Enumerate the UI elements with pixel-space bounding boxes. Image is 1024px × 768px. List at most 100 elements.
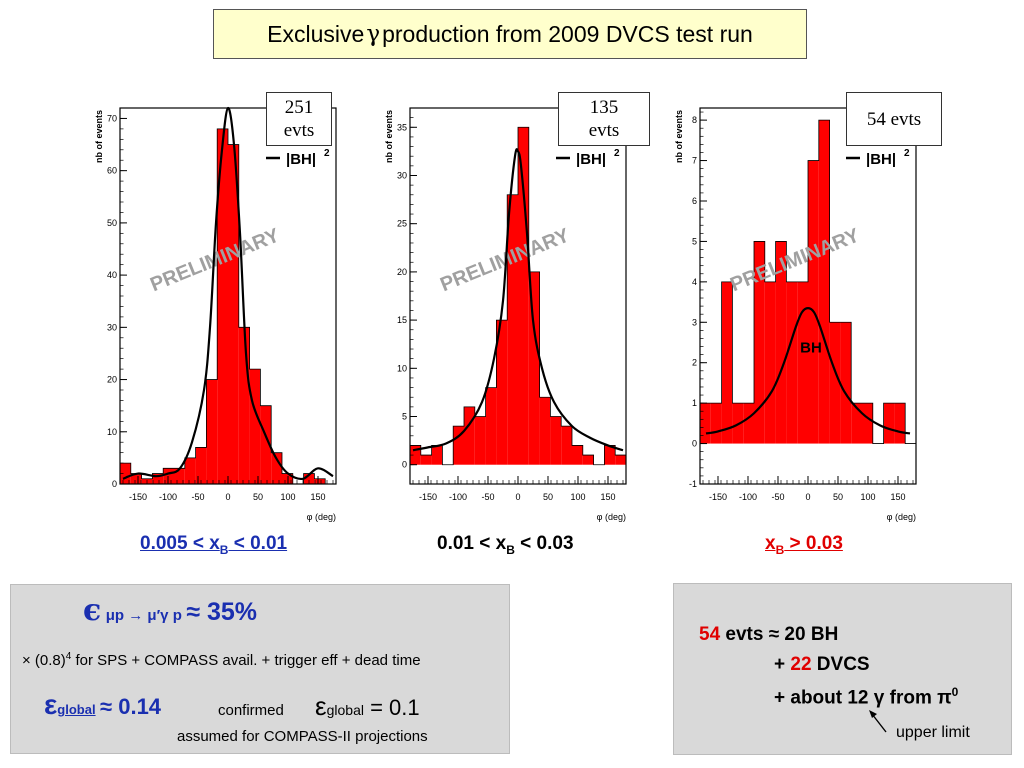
histogram-bar xyxy=(615,455,626,465)
range-label-high-xb: xB > 0.03 xyxy=(765,533,843,557)
histogram-bar xyxy=(120,463,131,484)
y-tick-label: 10 xyxy=(107,427,117,437)
histogram-bar xyxy=(818,120,830,444)
eps-global-symbol: ε xyxy=(44,689,58,720)
eps-global2-line: εglobal = 0.1 xyxy=(315,691,420,722)
y-tick-label: 1 xyxy=(692,398,697,408)
range-sub: B xyxy=(775,542,785,557)
histogram-bar xyxy=(572,445,583,465)
histogram-bar xyxy=(249,369,261,484)
range-pre: 0.005 < x xyxy=(140,533,220,554)
eps-main-value: ≈ 35% xyxy=(186,598,258,626)
bh-curve-label: BH xyxy=(800,340,822,357)
y-tick-label: 2 xyxy=(692,358,697,368)
histogram-bar xyxy=(152,473,164,484)
pi0-charge: 0 xyxy=(951,685,959,699)
x-tick-label: -50 xyxy=(191,492,204,502)
histogram-bar xyxy=(420,455,432,465)
upper-limit-arrow xyxy=(869,710,887,733)
y-axis-title: nb of events xyxy=(94,110,104,163)
y-tick-label: -1 xyxy=(689,479,697,489)
histogram-bar xyxy=(282,473,293,484)
y-tick-label: 70 xyxy=(107,113,117,123)
y-tick-label: 4 xyxy=(692,277,697,287)
histogram-bar xyxy=(743,403,754,444)
x-tick-label: -100 xyxy=(159,492,177,502)
total-events: 54 xyxy=(699,624,721,645)
histogram-bar xyxy=(883,403,895,444)
histogram-outline xyxy=(409,126,627,466)
eps-main-line: ϵ μp → μ′γ p ≈ 35% xyxy=(83,593,257,628)
y-tick-label: 10 xyxy=(397,363,407,373)
x-axis-title: φ (deg) xyxy=(887,512,916,522)
range-label-low-xb: 0.005 < xB < 0.01 xyxy=(140,533,287,557)
x-tick-label: 100 xyxy=(570,492,585,502)
histogram-bar xyxy=(721,281,733,444)
x-tick-label: 50 xyxy=(253,492,263,502)
range-post: < 0.03 xyxy=(514,533,574,554)
histogram-bar xyxy=(228,144,239,485)
histogram-bar xyxy=(485,387,497,465)
event-breakdown-panel: 54 evts ≈ 20 BH + 22 DVCS + about 12 γ f… xyxy=(673,583,1012,755)
histogram-bar xyxy=(217,128,228,484)
histogram-bar xyxy=(496,320,508,465)
plus-sign: + xyxy=(774,654,791,675)
histogram-bar xyxy=(808,160,819,444)
y-tick-label: 35 xyxy=(397,122,407,132)
histogram-bar xyxy=(710,403,722,444)
assumed-label: assumed for COMPASS-II projections xyxy=(177,728,428,745)
x-tick-label: -150 xyxy=(419,492,437,502)
range-sub: B xyxy=(219,542,229,557)
y-tick-label: 50 xyxy=(107,218,117,228)
confirmed-label: confirmed xyxy=(218,702,284,719)
y-tick-label: 60 xyxy=(107,166,117,176)
histogram-bar xyxy=(431,445,443,465)
histogram-bar xyxy=(174,468,185,484)
eps-global-line: εglobal ≈ 0.14 xyxy=(44,689,161,721)
histogram-bar xyxy=(474,416,486,465)
histogram-bar xyxy=(206,379,218,484)
y-tick-label: 15 xyxy=(397,315,407,325)
histogram-bar xyxy=(518,127,529,465)
range-pre: x xyxy=(765,533,776,554)
events-box-mid-xb: 135 evts xyxy=(558,92,650,146)
title-prefix: Exclusive xyxy=(267,20,365,47)
histogram-bar xyxy=(764,281,776,444)
y-tick-label: 8 xyxy=(692,115,697,125)
eps-global2-subscript: global xyxy=(326,702,364,718)
y-tick-label: 20 xyxy=(397,267,407,277)
scaling-line: × (0.8)4 for SPS + COMPASS avail. + trig… xyxy=(22,651,421,669)
y-tick-label: 0 xyxy=(402,460,407,470)
upper-limit-label: upper limit xyxy=(896,724,970,741)
histogram-bar xyxy=(314,478,326,484)
x-tick-label: 150 xyxy=(310,492,325,502)
histogram-bar xyxy=(754,241,765,444)
y-tick-label: 25 xyxy=(397,219,407,229)
legend-exponent: 2 xyxy=(904,148,910,159)
eps-global-subscript: global xyxy=(57,702,96,717)
x-tick-label: 0 xyxy=(515,492,520,502)
histogram-bar xyxy=(303,473,315,484)
histogram-bar xyxy=(862,403,873,444)
x-tick-label: -100 xyxy=(739,492,757,502)
x-tick-label: 100 xyxy=(860,492,875,502)
histogram-bar xyxy=(561,426,572,465)
x-tick-label: 0 xyxy=(225,492,230,502)
events-box-high-xb: 54 evts xyxy=(846,92,942,146)
x-tick-label: -150 xyxy=(129,492,147,502)
breakdown-line-2: + 22 DVCS xyxy=(774,654,870,676)
range-label-mid-xb: 0.01 < xB < 0.03 xyxy=(437,533,574,557)
range-pre: 0.01 < x xyxy=(437,533,507,554)
x-tick-label: 50 xyxy=(833,492,843,502)
histogram-outline xyxy=(699,119,916,444)
scaling-prefix: × (0.8) xyxy=(22,652,66,669)
y-tick-label: 0 xyxy=(112,479,117,489)
histogram-bar xyxy=(184,457,196,484)
range-post: < 0.01 xyxy=(228,533,288,554)
y-tick-label: 3 xyxy=(692,317,697,327)
histogram-bar xyxy=(840,322,852,444)
breakdown-line-3: + about 12 γ from π0 xyxy=(774,685,958,709)
legend-label: |BH| xyxy=(576,151,606,168)
y-tick-label: 40 xyxy=(107,270,117,280)
